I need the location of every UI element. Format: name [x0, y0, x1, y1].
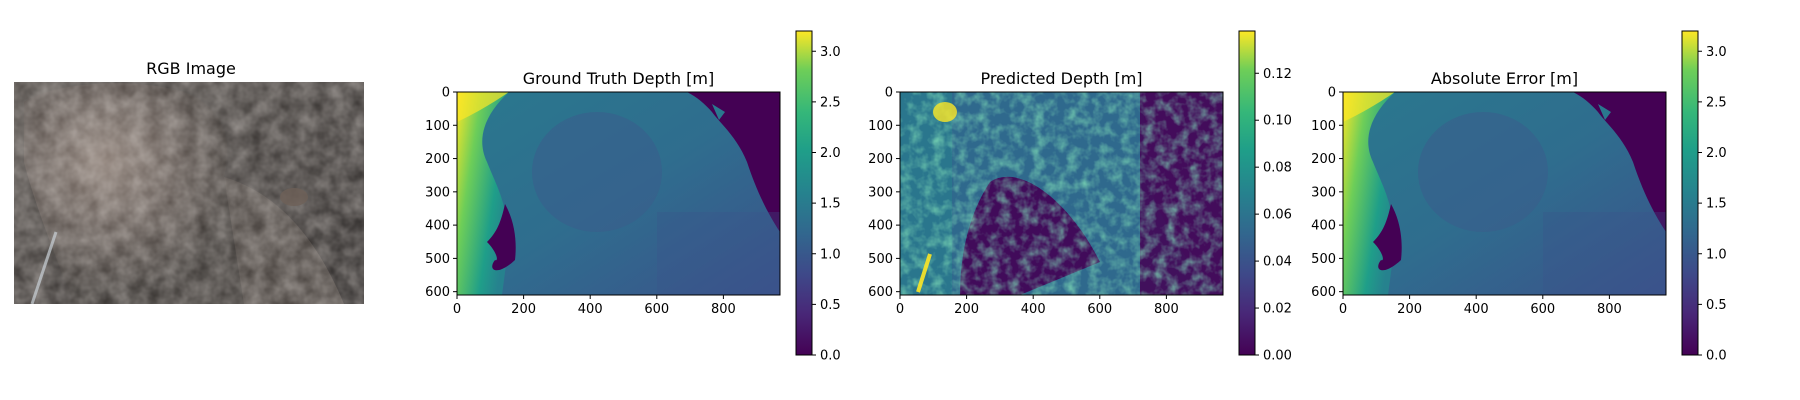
- panel-rgb: RGB Image: [14, 59, 364, 304]
- x-tick-label: 800: [1597, 302, 1622, 317]
- x-tick-label: 600: [1087, 302, 1112, 317]
- y-tick-label: 100: [1311, 119, 1336, 134]
- x-tick-label: 0: [453, 302, 461, 317]
- colorbar-tick-label: 0.10: [1263, 114, 1292, 129]
- colorbar-tick-label: 1.0: [820, 247, 841, 262]
- colorbar-tick-label: 0.00: [1263, 349, 1292, 364]
- y-tick-label: 200: [1311, 152, 1336, 167]
- colorbar: [795, 30, 813, 356]
- panel-ground-truth: Ground Truth Depth [m] 0 200 400 600 800 0 100…: [425, 30, 841, 364]
- colorbar-tick-label: 0.06: [1263, 208, 1292, 223]
- y-tick-label: 100: [425, 119, 450, 134]
- y-tick-label: 600: [425, 285, 450, 300]
- x-tick-label: 400: [578, 302, 603, 317]
- y-tick-label: 500: [868, 252, 893, 267]
- y-tick-label: 600: [1311, 285, 1336, 300]
- y-tick-label: 500: [425, 252, 450, 267]
- panel-title-rgb: RGB Image: [146, 59, 236, 78]
- y-tick-label: 200: [868, 152, 893, 167]
- x-tick-label: 400: [1464, 302, 1489, 317]
- y-tick-label: 100: [868, 119, 893, 134]
- x-tick-label: 200: [1397, 302, 1422, 317]
- panel-title-err: Absolute Error [m]: [1431, 69, 1578, 88]
- panel-absolute-error: Absolute Error [m] 0 200 400 600 800 0 100 200 3…: [1311, 30, 1727, 364]
- colorbar: [1681, 30, 1699, 356]
- x-tick-label: 200: [954, 302, 979, 317]
- panel-predicted: Predicted Depth [m] 0 200 400 600 800 0 100 200…: [868, 30, 1292, 364]
- panel-title-gt: Ground Truth Depth [m]: [523, 69, 714, 88]
- x-tick-label: 0: [1339, 302, 1347, 317]
- colorbar: [1238, 30, 1256, 356]
- colorbar-tick-label: 0.5: [820, 298, 841, 313]
- gt-depth-map: [456, 91, 781, 296]
- colorbar-tick-label: 0.5: [1706, 298, 1727, 313]
- colorbar-tick-label: 2.0: [1706, 146, 1727, 161]
- y-tick-label: 300: [868, 185, 893, 200]
- colorbar-tick-label: 0.08: [1263, 161, 1292, 176]
- y-tick-label: 500: [1311, 252, 1336, 267]
- x-tick-label: 800: [1154, 302, 1179, 317]
- x-tick-label: 800: [711, 302, 736, 317]
- y-tick-label: 200: [425, 152, 450, 167]
- absolute-error-map: [1342, 91, 1667, 296]
- predicted-depth-map: [899, 91, 1224, 296]
- y-tick-label: 300: [425, 185, 450, 200]
- y-tick-label: 400: [1311, 219, 1336, 234]
- y-tick-label: 0: [885, 86, 893, 101]
- colorbar-tick-label: 0.04: [1263, 255, 1292, 270]
- colorbar-tick-label: 0.02: [1263, 302, 1292, 317]
- y-tick-label: 0: [1328, 86, 1336, 101]
- y-tick-label: 0: [442, 86, 450, 101]
- colorbar-tick-label: 0.0: [1706, 349, 1727, 364]
- x-tick-label: 600: [1530, 302, 1555, 317]
- y-tick-label: 400: [868, 219, 893, 234]
- colorbar-tick-label: 3.0: [820, 45, 841, 60]
- y-tick-label: 600: [868, 285, 893, 300]
- colorbar-tick-label: 3.0: [1706, 45, 1727, 60]
- colorbar-tick-label: 0.12: [1263, 67, 1292, 82]
- x-tick-label: 0: [896, 302, 904, 317]
- panel-title-pred: Predicted Depth [m]: [980, 69, 1142, 88]
- x-tick-label: 200: [511, 302, 536, 317]
- y-tick-label: 400: [425, 219, 450, 234]
- y-tick-label: 300: [1311, 185, 1336, 200]
- colorbar-tick-label: 1.0: [1706, 247, 1727, 262]
- colorbar-tick-label: 2.0: [820, 146, 841, 161]
- colorbar-tick-label: 2.5: [820, 95, 841, 110]
- colorbar-tick-label: 0.0: [820, 349, 841, 364]
- x-tick-label: 600: [644, 302, 669, 317]
- rgb-image: [14, 82, 364, 304]
- colorbar-tick-label: 1.5: [1706, 197, 1727, 212]
- colorbar-tick-label: 2.5: [1706, 95, 1727, 110]
- colorbar-tick-label: 1.5: [820, 197, 841, 212]
- x-tick-label: 400: [1021, 302, 1046, 317]
